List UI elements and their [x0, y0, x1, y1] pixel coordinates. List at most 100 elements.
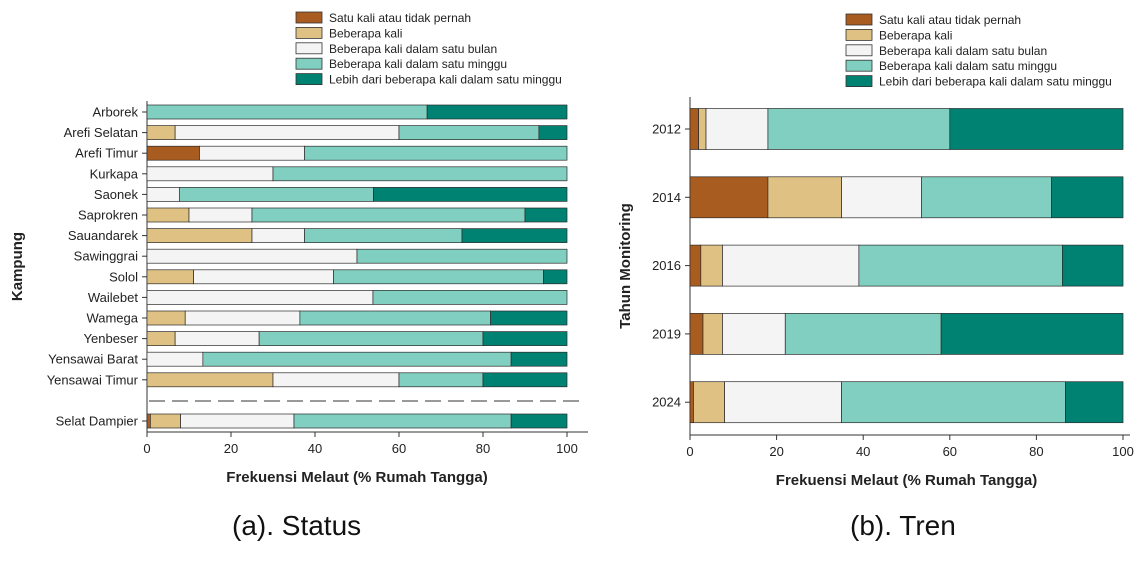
status-x-tick-label: 100 — [556, 441, 578, 456]
status-bar-segment — [272, 372, 400, 388]
tren-bar-segment — [689, 176, 769, 219]
tren-x-tick-label: 40 — [856, 444, 870, 459]
status-bar-segment — [146, 331, 176, 346]
status-bar-segment — [180, 413, 295, 429]
status-bar-segment — [510, 351, 568, 367]
status-bar-segment — [146, 413, 151, 429]
status-bar-segment — [490, 310, 568, 326]
status-bar-segment — [193, 269, 334, 285]
status-bar-segment — [510, 413, 568, 429]
tren-y-axis-title: Tahun Monitoring — [617, 203, 634, 329]
status-bar-segment — [304, 228, 463, 243]
status-category-label: Wamega — [86, 311, 138, 326]
status-bar-segment — [146, 207, 190, 223]
tren-bar-segment — [767, 108, 951, 150]
status-legend-swatch-0 — [295, 11, 323, 24]
tren-bar-segment — [767, 176, 842, 219]
status-x-tick-label: 20 — [224, 441, 238, 456]
status-category-label: Arefi Selatan — [64, 125, 138, 140]
status-legend-swatch-2 — [295, 42, 323, 55]
tren-x-tick-label: 80 — [1029, 444, 1043, 459]
status-bar-segment — [304, 145, 568, 161]
tren-bar-segment — [722, 244, 860, 287]
caption-status: (a). Status — [232, 510, 362, 541]
status-bar-segment — [146, 248, 358, 264]
status-bar-segment — [272, 166, 568, 182]
tren-legend-label-2: Beberapa kali dalam satu bulan — [879, 44, 1047, 58]
status-bar-segment — [184, 310, 301, 326]
status-x-tick-label: 60 — [392, 441, 406, 456]
status-bar-segment — [174, 125, 400, 140]
status-bar-segment — [146, 351, 204, 367]
status-bar-segment — [146, 104, 428, 120]
status-bar-segment — [146, 290, 374, 305]
status-category-label: Solol — [109, 269, 138, 284]
status-bar-segment — [251, 207, 526, 223]
tren-legend-swatch-2 — [845, 44, 873, 57]
status-bar-segment — [174, 331, 260, 346]
status-bar-segment — [188, 207, 253, 223]
status-legend-label-0: Satu kali atau tidak pernah — [329, 11, 471, 25]
status-legend-label-3: Beberapa kali dalam satu minggu — [329, 57, 507, 71]
tren-category-label: 2016 — [652, 258, 681, 273]
status-category-label: Yensawai Timur — [47, 372, 139, 387]
status-bar-segment — [538, 125, 568, 140]
tren-x-tick-label: 20 — [769, 444, 783, 459]
tren-x-tick-label: 100 — [1112, 444, 1134, 459]
tren-bar-segment — [841, 381, 1066, 424]
tren-bar-segment — [689, 108, 700, 150]
status-legend-swatch-1 — [295, 26, 323, 39]
tren-bar-segment — [940, 313, 1124, 355]
tren-legend-swatch-4 — [845, 75, 873, 87]
status-bar-segment — [524, 207, 568, 223]
status-category-label: Selat Dampier — [56, 414, 139, 429]
tren-bar-segment — [689, 244, 702, 287]
status-bar-segment — [146, 187, 180, 202]
tren-x-axis-title: Frekuensi Melaut (% Rumah Tangga) — [776, 472, 1037, 489]
status-bar-segment — [150, 413, 181, 429]
tren-legend-swatch-3 — [845, 59, 873, 72]
status-category-label: Yenbeser — [84, 331, 139, 346]
status-bar-segment — [461, 228, 568, 243]
status-bar-segment — [146, 310, 186, 326]
tren-legend-label-1: Beberapa kali — [879, 28, 952, 42]
status-category-label: Arborek — [92, 105, 138, 120]
status-bar-segment — [146, 125, 176, 140]
status-category-label: Sawinggrai — [74, 249, 138, 264]
tren-bar-segment — [689, 313, 704, 355]
tren-x-tick-label: 60 — [943, 444, 957, 459]
status-bar-segment — [372, 290, 568, 305]
status-x-tick-label: 80 — [476, 441, 490, 456]
caption-tren: (b). Tren — [850, 510, 956, 541]
status-bar-segment — [146, 145, 200, 161]
status-category-label: Arefi Timur — [75, 146, 139, 161]
status-legend-swatch-3 — [295, 57, 323, 70]
status-bar-segment — [146, 269, 194, 285]
tren-legend-label-3: Beberapa kali dalam satu minggu — [879, 59, 1057, 73]
status-legend-label-1: Beberapa kali — [329, 26, 402, 40]
status-bar-segment — [293, 413, 512, 429]
status-bar-segment — [146, 372, 274, 388]
tren-bar-segment — [722, 313, 786, 355]
status-category-label: Kurkapa — [90, 166, 139, 181]
status-bar-segment — [426, 104, 568, 120]
status-category-label: Saonek — [94, 187, 139, 202]
status-bar-segment — [299, 310, 491, 326]
status-x-axis-title: Frekuensi Melaut (% Rumah Tangga) — [226, 469, 487, 486]
status-category-label: Sauandarek — [68, 228, 139, 243]
status-x-tick-label: 0 — [143, 441, 150, 456]
tren-bar-segment — [700, 244, 723, 287]
status-bar-segment — [482, 331, 568, 346]
tren-bar-segment — [693, 381, 725, 424]
status-bar-segment — [251, 228, 305, 243]
tren-legend-swatch-1 — [845, 28, 873, 41]
tren-bar-segment — [698, 108, 707, 150]
tren-bar-segment — [705, 108, 769, 150]
tren-bar-segment — [858, 244, 1063, 287]
tren-legend-label-0: Satu kali atau tidak pernah — [879, 13, 1021, 27]
tren-bar-segment — [784, 313, 942, 355]
status-bar-segment — [356, 248, 568, 264]
tren-bar-segment — [689, 381, 694, 424]
